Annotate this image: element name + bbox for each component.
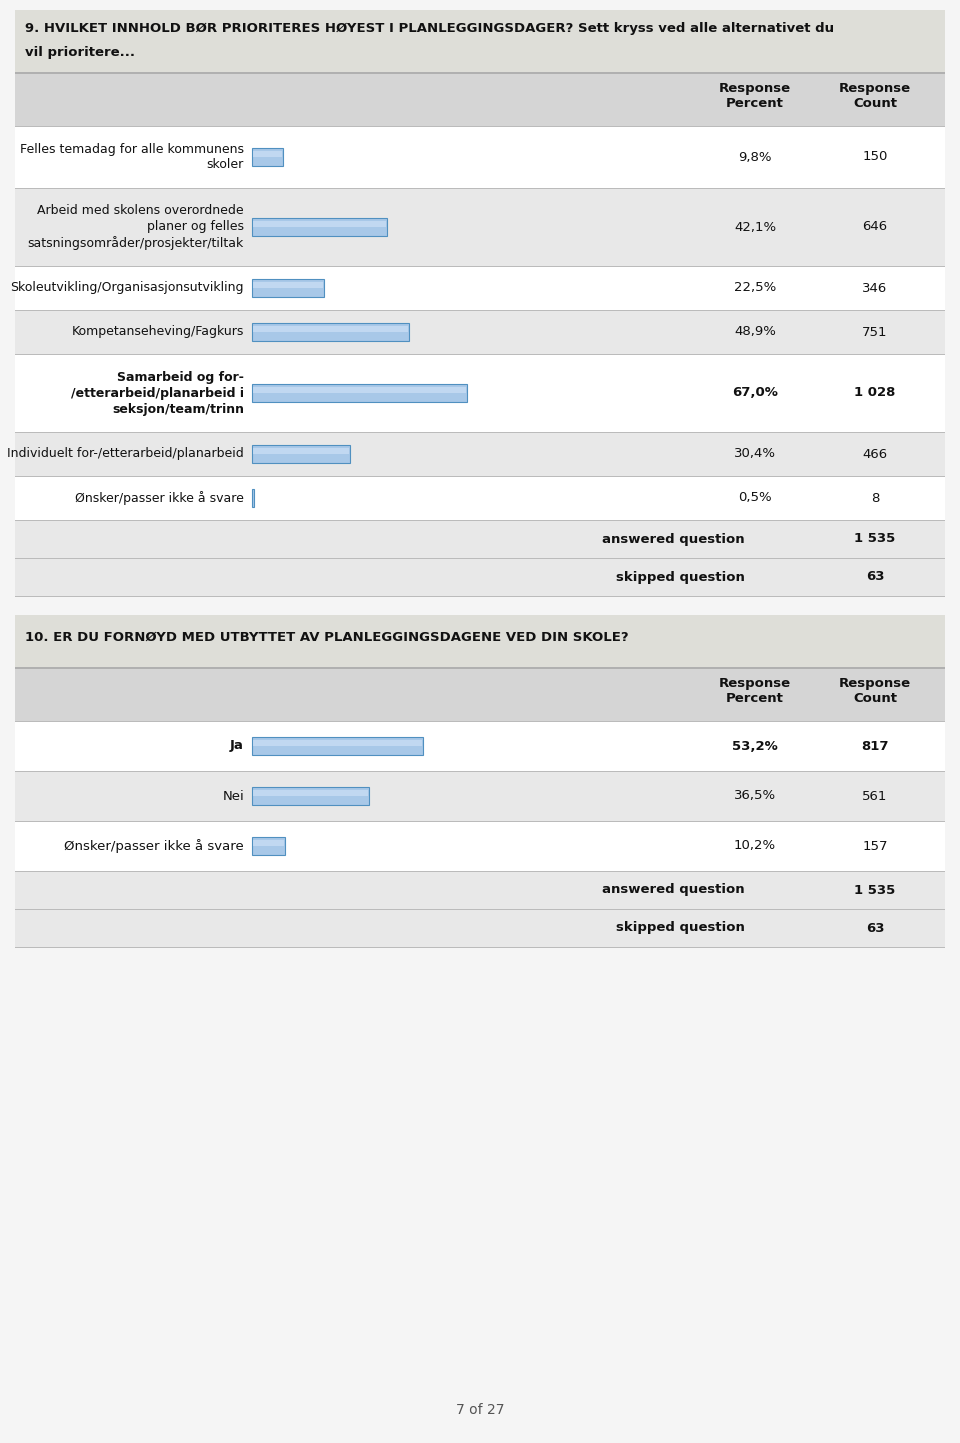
Text: Ønsker/passer ikke å svare: Ønsker/passer ikke å svare xyxy=(64,838,244,853)
Text: skipped question: skipped question xyxy=(616,922,745,935)
Bar xyxy=(15,354,945,431)
Bar xyxy=(15,74,945,126)
Text: 8: 8 xyxy=(871,492,879,505)
Text: 53,2%: 53,2% xyxy=(732,739,778,752)
Bar xyxy=(15,667,945,670)
Bar xyxy=(253,221,386,227)
Text: Response
Percent: Response Percent xyxy=(719,677,791,706)
Text: 9,8%: 9,8% xyxy=(738,150,772,163)
Bar xyxy=(253,789,369,797)
Bar xyxy=(15,72,945,74)
Text: 67,0%: 67,0% xyxy=(732,387,778,400)
Bar xyxy=(15,519,945,558)
Text: 63: 63 xyxy=(866,922,884,935)
Text: vil prioritere...: vil prioritere... xyxy=(25,46,135,59)
Bar xyxy=(252,444,349,463)
Bar xyxy=(252,218,387,237)
Text: 9. HVILKET INNHOLD BØR PRIORITERES HØYEST I PLANLEGGINGSDAGER? Sett kryss ved al: 9. HVILKET INNHOLD BØR PRIORITERES HØYES… xyxy=(25,22,834,35)
Text: answered question: answered question xyxy=(602,532,745,545)
Text: Ja: Ja xyxy=(230,739,244,752)
Text: Felles temadag for alle kommunens
skoler: Felles temadag for alle kommunens skoler xyxy=(20,143,244,172)
Text: 10. ER DU FORNØYD MED UTBYTTET AV PLANLEGGINGSDAGENE VED DIN SKOLE?: 10. ER DU FORNØYD MED UTBYTTET AV PLANLE… xyxy=(25,631,629,644)
Bar xyxy=(252,737,422,755)
Text: Kompetanseheving/Fagkurs: Kompetanseheving/Fagkurs xyxy=(72,326,244,339)
Bar xyxy=(253,387,466,392)
Text: 7 of 27: 7 of 27 xyxy=(456,1403,504,1417)
Bar xyxy=(253,447,348,455)
Text: Response
Count: Response Count xyxy=(839,82,911,110)
Bar xyxy=(252,837,285,856)
Text: Samarbeid og for-
/etterarbeid/planarbeid i
seksjon/team/trinn: Samarbeid og for- /etterarbeid/planarbei… xyxy=(71,371,244,416)
Text: skipped question: skipped question xyxy=(616,570,745,583)
Bar xyxy=(253,326,408,332)
Bar xyxy=(15,10,945,72)
Bar xyxy=(15,821,945,872)
Text: 466: 466 xyxy=(862,447,888,460)
Text: 751: 751 xyxy=(862,326,888,339)
Text: 817: 817 xyxy=(861,739,889,752)
Bar xyxy=(15,188,945,266)
Bar xyxy=(252,149,283,166)
Bar xyxy=(15,615,945,667)
Text: 36,5%: 36,5% xyxy=(734,789,776,802)
Text: Nei: Nei xyxy=(223,789,244,802)
Bar xyxy=(15,476,945,519)
Bar xyxy=(15,126,945,188)
Bar xyxy=(253,740,421,746)
Bar xyxy=(252,278,324,297)
Bar xyxy=(253,281,324,289)
Text: 561: 561 xyxy=(862,789,888,802)
Text: Ønsker/passer ikke å svare: Ønsker/passer ikke å svare xyxy=(75,491,244,505)
Bar xyxy=(15,431,945,476)
Text: 0,5%: 0,5% xyxy=(738,492,772,505)
Bar xyxy=(252,489,253,506)
Bar xyxy=(15,310,945,354)
Bar xyxy=(15,771,945,821)
Bar xyxy=(252,786,370,805)
Bar xyxy=(15,909,945,947)
Text: 48,9%: 48,9% xyxy=(734,326,776,339)
Text: Arbeid med skolens overordnede
planer og felles
satsningsområder/prosjekter/tilt: Arbeid med skolens overordnede planer og… xyxy=(28,203,244,250)
Text: 646: 646 xyxy=(862,221,888,234)
Text: Response
Count: Response Count xyxy=(839,677,911,706)
Bar xyxy=(15,722,945,771)
Bar xyxy=(15,558,945,596)
Text: 1 535: 1 535 xyxy=(854,883,896,896)
Text: Skoleutvikling/Organisasjonsutvikling: Skoleutvikling/Organisasjonsutvikling xyxy=(11,281,244,294)
Text: 42,1%: 42,1% xyxy=(734,221,776,234)
Bar xyxy=(253,840,284,846)
Text: 63: 63 xyxy=(866,570,884,583)
Text: 1 028: 1 028 xyxy=(854,387,896,400)
Text: 30,4%: 30,4% xyxy=(734,447,776,460)
Text: Response
Percent: Response Percent xyxy=(719,82,791,110)
Bar xyxy=(252,323,409,341)
Text: 346: 346 xyxy=(862,281,888,294)
Text: 157: 157 xyxy=(862,840,888,853)
Bar xyxy=(252,384,468,403)
Text: 10,2%: 10,2% xyxy=(734,840,776,853)
Text: 1 535: 1 535 xyxy=(854,532,896,545)
Text: 150: 150 xyxy=(862,150,888,163)
Bar xyxy=(15,266,945,310)
Text: answered question: answered question xyxy=(602,883,745,896)
Text: 22,5%: 22,5% xyxy=(733,281,776,294)
Text: Individuelt for-/etterarbeid/planarbeid: Individuelt for-/etterarbeid/planarbeid xyxy=(8,447,244,460)
Bar xyxy=(15,670,945,722)
Bar xyxy=(253,150,282,157)
Bar xyxy=(15,872,945,909)
